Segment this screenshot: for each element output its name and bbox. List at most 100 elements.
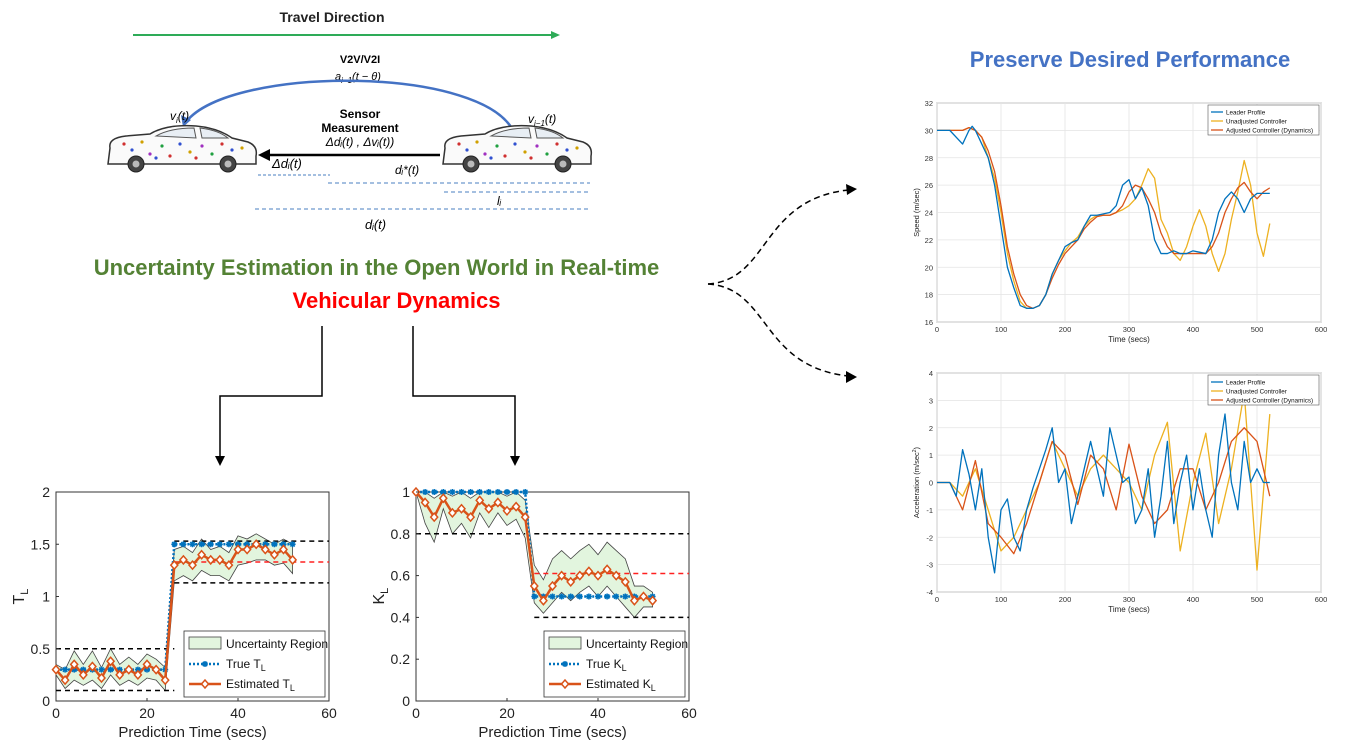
dashed-arrow-down-head bbox=[846, 371, 857, 383]
true-point bbox=[449, 489, 456, 495]
legend-label-1: Unadjusted Controller bbox=[1226, 389, 1287, 396]
estimated-point bbox=[169, 560, 179, 571]
x-tick-label: 300 bbox=[1123, 595, 1136, 604]
estimated-point bbox=[493, 497, 503, 508]
true-point bbox=[549, 593, 556, 600]
series-line-0 bbox=[937, 413, 1270, 574]
y-tick-label: 0.4 bbox=[391, 609, 411, 625]
y-axis-label: KL bbox=[371, 588, 391, 605]
true-point bbox=[207, 541, 214, 548]
estimated-point bbox=[279, 544, 288, 555]
y-tick-label: 18 bbox=[925, 291, 933, 300]
true-point bbox=[280, 541, 287, 548]
true-point bbox=[271, 541, 278, 548]
y-tick-label: 2 bbox=[929, 424, 933, 433]
x-tick-label: 400 bbox=[1187, 325, 1200, 334]
y-tick-label: -2 bbox=[926, 533, 933, 542]
legend-band-label: Uncertainty Region bbox=[226, 637, 328, 651]
x-tick-label: 200 bbox=[1059, 595, 1072, 604]
y-tick-label: 26 bbox=[925, 181, 933, 190]
estimated-point bbox=[484, 503, 494, 514]
true-point bbox=[531, 593, 538, 600]
true-point bbox=[216, 541, 223, 548]
connector-right-arrowhead bbox=[510, 456, 520, 466]
estimated-point bbox=[151, 664, 161, 675]
estimated-point bbox=[269, 549, 279, 560]
estimated-point bbox=[611, 570, 621, 581]
legend: Uncertainty Region True TL Estimated TL bbox=[183, 630, 328, 698]
connector-left bbox=[219, 326, 323, 458]
leader-car-sensors bbox=[457, 140, 579, 160]
y-tick-label: 22 bbox=[925, 236, 933, 245]
d-star-label: dᵢ*(t) bbox=[395, 163, 419, 177]
true-point bbox=[567, 593, 574, 600]
true-point bbox=[98, 666, 105, 673]
true-point bbox=[144, 666, 150, 673]
travel-direction-label: Travel Direction bbox=[279, 9, 384, 25]
true-point bbox=[622, 593, 629, 600]
y-tick-label: 0.5 bbox=[31, 641, 51, 657]
legend: Uncertainty Region True KL Estimated KL bbox=[543, 630, 688, 698]
y-tick-label: 1 bbox=[402, 484, 410, 500]
estimated-point bbox=[115, 669, 125, 681]
estimated-point bbox=[566, 576, 576, 588]
true-point bbox=[235, 541, 241, 548]
acceleration-chart: 0 100 200 300 400 500 600 -4 -3 -2 -1 0 1 2 3 4 Time (se… bbox=[912, 369, 1327, 614]
legend-band-swatch bbox=[548, 636, 582, 650]
true-point bbox=[522, 489, 529, 495]
estimated-point bbox=[529, 580, 539, 592]
y-tick-label: 24 bbox=[925, 209, 933, 218]
tl-chart: 0 20 40 60 0 0.5 1 1.5 2 Prediction Time (secs) TL… bbox=[11, 484, 337, 741]
estimated-point bbox=[233, 544, 243, 555]
y-tick-label: 0.2 bbox=[391, 651, 411, 667]
legend-label-2: Adjusted Controller (Dynamics) bbox=[1226, 128, 1313, 135]
true-point bbox=[440, 489, 447, 495]
series-line-1 bbox=[937, 391, 1271, 571]
legend-box bbox=[1207, 104, 1320, 136]
estimated-point bbox=[215, 554, 225, 566]
x-tick-label: 60 bbox=[321, 705, 337, 721]
follower-car-sensors bbox=[122, 140, 244, 160]
true-point bbox=[171, 541, 178, 548]
estimated-point bbox=[420, 497, 430, 508]
legend-label-0: Leader Profile bbox=[1226, 110, 1266, 117]
true-point bbox=[431, 489, 438, 495]
estimated-point bbox=[124, 664, 134, 675]
true-point bbox=[476, 489, 483, 495]
x-tick-label: 400 bbox=[1187, 595, 1200, 604]
estimated-point bbox=[87, 661, 97, 672]
true-point bbox=[613, 593, 620, 600]
series-line-0 bbox=[937, 125, 1270, 309]
legend-est-label: Estimated KL bbox=[586, 677, 656, 693]
y-tick-label: 0 bbox=[42, 693, 50, 709]
estimated-point bbox=[438, 493, 448, 504]
v-left-label: vi(t) bbox=[170, 109, 189, 125]
y-tick-label: 0 bbox=[929, 479, 933, 488]
v2v-label: V2V/V2I bbox=[340, 54, 380, 66]
estimated-point bbox=[133, 669, 143, 681]
follower-car bbox=[107, 124, 258, 173]
true-point bbox=[244, 541, 251, 548]
y-tick-label: 1.5 bbox=[31, 536, 51, 552]
true-point bbox=[604, 593, 611, 600]
speed-chart: 0 100 200 300 400 500 600 16 18 20 22 24 26 28 30 32 Tim… bbox=[912, 99, 1327, 344]
true-point bbox=[198, 541, 205, 548]
true-point bbox=[116, 666, 123, 673]
x-tick-label: 0 bbox=[935, 595, 939, 604]
x-tick-label: 60 bbox=[681, 705, 697, 721]
estimated-point bbox=[457, 503, 466, 514]
estimated-point bbox=[538, 595, 548, 606]
estimated-point bbox=[447, 507, 457, 519]
y-tick-label: 0.6 bbox=[391, 568, 411, 584]
x-tick-label: 300 bbox=[1123, 325, 1136, 334]
estimated-point bbox=[160, 674, 170, 686]
x-tick-label: 200 bbox=[1059, 325, 1072, 334]
estimated-point bbox=[260, 544, 270, 555]
estimated-point bbox=[639, 591, 648, 602]
estimated-point bbox=[288, 554, 298, 566]
v2v-arrowhead bbox=[181, 115, 191, 127]
estimated-point bbox=[466, 511, 476, 523]
true-point bbox=[62, 666, 69, 673]
d-label: dᵢ(t) bbox=[365, 217, 386, 232]
estimated-point bbox=[142, 659, 152, 670]
